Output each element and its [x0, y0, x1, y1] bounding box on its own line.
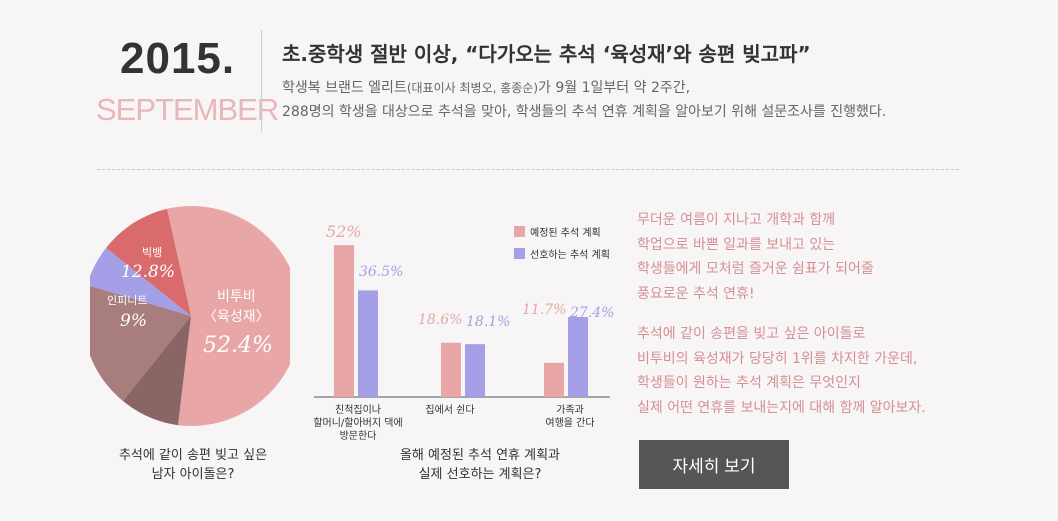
more-details-button[interactable]: 자세히 보기: [639, 440, 789, 489]
pie-label-btob: 비투비 〈육성재〉: [203, 289, 270, 325]
bar-value-rest-planned: 18.6%: [418, 312, 463, 328]
headline: 초.중학생 절반 이상, “다가오는 추석 ‘육성재’와 송편 빚고파”: [282, 42, 811, 66]
legend-preferred: 선호하는 추석 계획: [514, 242, 610, 264]
description-line-1: 학생복 브랜드 엘리트(대표이사 최병오, 홍종순)가 9월 1일부터 약 2주…: [282, 80, 691, 96]
bar-visit-planned: [334, 245, 354, 397]
pie-label-bigbang: 빅뱅: [142, 246, 163, 259]
description-line-2: 288명의 학생을 대상으로 추석을 맞아, 학생들의 추석 연휴 계획을 알아…: [282, 104, 887, 120]
bar-visit-preferred: [358, 290, 378, 397]
bar-category-visit: 친척집이나 할머니/할아버지 댁에 방문한다: [313, 405, 403, 442]
bar-value-visit-planned: 52%: [326, 222, 362, 241]
pie-slice-btob: [167, 206, 290, 426]
bar-caption: 올해 예정된 추석 연휴 계획과 실제 선호하는 계획은?: [399, 448, 561, 482]
bar-travel-preferred: [568, 316, 588, 397]
bar-value-travel-preferred: 27.4%: [570, 305, 615, 321]
bar-rest-planned: [441, 342, 461, 397]
divider: [261, 30, 262, 132]
bar-legend: 예정된 추석 계획 선호하는 추석 계획: [514, 220, 610, 264]
bar-category-travel: 가족과 여행을 간다: [545, 405, 595, 429]
pie-label-infinite-pct: 9%: [120, 311, 147, 331]
pie-slice-infinite: [90, 248, 191, 316]
bar-rest-preferred: [465, 344, 485, 397]
pie-caption: 추석에 같이 송편 빚고 싶은 남자 아이돌은?: [118, 448, 268, 482]
pie-label-infinite: 인피니트: [107, 294, 148, 307]
legend-planned: 예정된 추석 계획: [514, 220, 610, 242]
intro-paragraph: 무더운 여름이 지나고 개학과 함께 학업으로 바쁜 일과를 보내고 있는 학생…: [637, 212, 874, 302]
pie-label-bigbang-pct: 12.8%: [121, 262, 176, 282]
pie-slice-bigbang: [106, 208, 191, 316]
pie-slice-other-1: [90, 285, 191, 401]
year: 2015.: [120, 34, 236, 83]
bar-category-rest: 집에서 쉰다: [425, 405, 475, 416]
bar-value-rest-preferred: 18.1%: [466, 314, 511, 330]
bar-travel-planned: [544, 362, 564, 397]
bar-value-travel-planned: 11.7%: [522, 302, 567, 318]
pie-label-btob-pct: 52.4%: [203, 333, 273, 358]
pie-slice-other-2: [123, 316, 191, 426]
idol-pie-chart: [90, 206, 290, 426]
dashed-divider: [97, 169, 959, 170]
description: 학생복 브랜드 엘리트(대표이사 최병오, 홍종순)가 9월 1일부터 약 2주…: [282, 76, 886, 124]
month: SEPTEMBER: [96, 92, 279, 127]
summary-paragraph: 추석에 같이 송편을 빚고 싶은 아이돌로 비투비의 육성재가 당당히 1위를 …: [637, 326, 926, 416]
bar-value-visit-preferred: 36.5%: [359, 264, 404, 280]
